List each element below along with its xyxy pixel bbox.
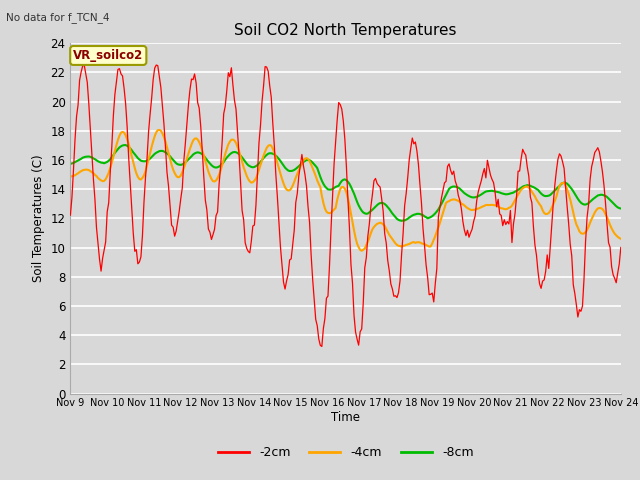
Y-axis label: Soil Temperatures (C): Soil Temperatures (C): [32, 155, 45, 282]
Title: Soil CO2 North Temperatures: Soil CO2 North Temperatures: [234, 23, 457, 38]
Text: No data for f_TCN_4: No data for f_TCN_4: [6, 12, 110, 23]
Legend: -2cm, -4cm, -8cm: -2cm, -4cm, -8cm: [212, 442, 479, 465]
Text: VR_soilco2: VR_soilco2: [73, 49, 143, 62]
X-axis label: Time: Time: [331, 411, 360, 424]
